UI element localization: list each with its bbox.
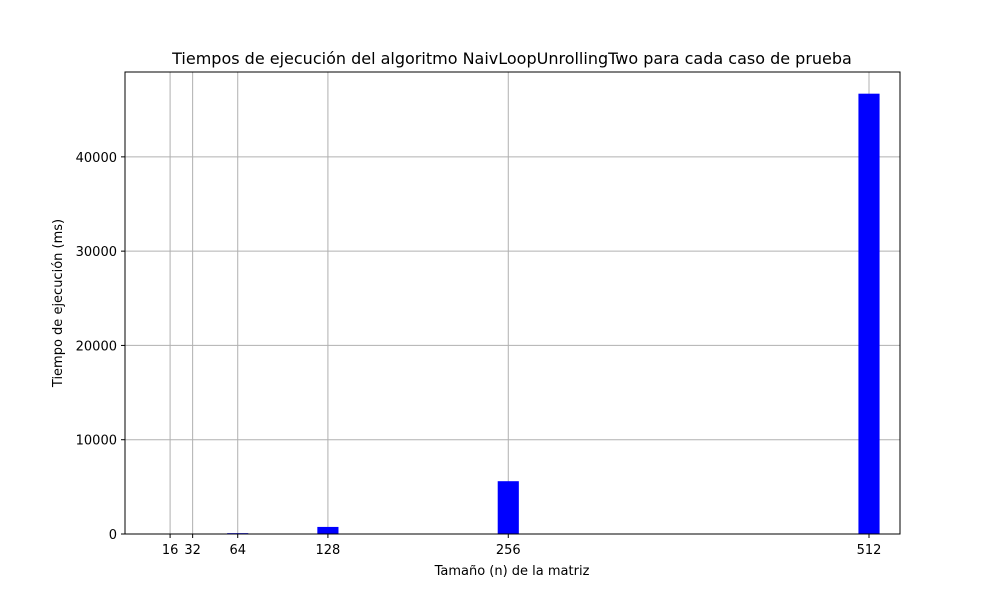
y-axis-label: Tiempo de ejecución (ms) (51, 219, 66, 388)
chart-title: Tiempos de ejecución del algoritmo NaivL… (171, 49, 852, 68)
x-tick-label: 256 (496, 543, 521, 558)
x-tick-label: 32 (184, 543, 201, 558)
x-tick-label: 128 (315, 543, 340, 558)
grid-layer (125, 72, 900, 534)
x-tick-label: 512 (857, 543, 882, 558)
bar (858, 94, 879, 534)
bar (498, 481, 519, 534)
x-axis-label: Tamaño (n) de la matriz (434, 564, 590, 579)
x-tick-label: 16 (162, 543, 179, 558)
y-tick-label: 10000 (76, 434, 117, 449)
bar (317, 527, 338, 534)
y-tick-label: 30000 (76, 245, 117, 260)
plot-frame (125, 72, 900, 534)
y-tick-label: 40000 (76, 151, 117, 166)
y-tick-label: 20000 (76, 339, 117, 354)
tick-layer: 16 32 64 128 256 512 0 10000 20000 30000 40000 (76, 151, 882, 558)
bar-layer (160, 94, 880, 534)
x-tick-label: 64 (229, 543, 246, 558)
y-tick-label: 0 (109, 528, 117, 543)
